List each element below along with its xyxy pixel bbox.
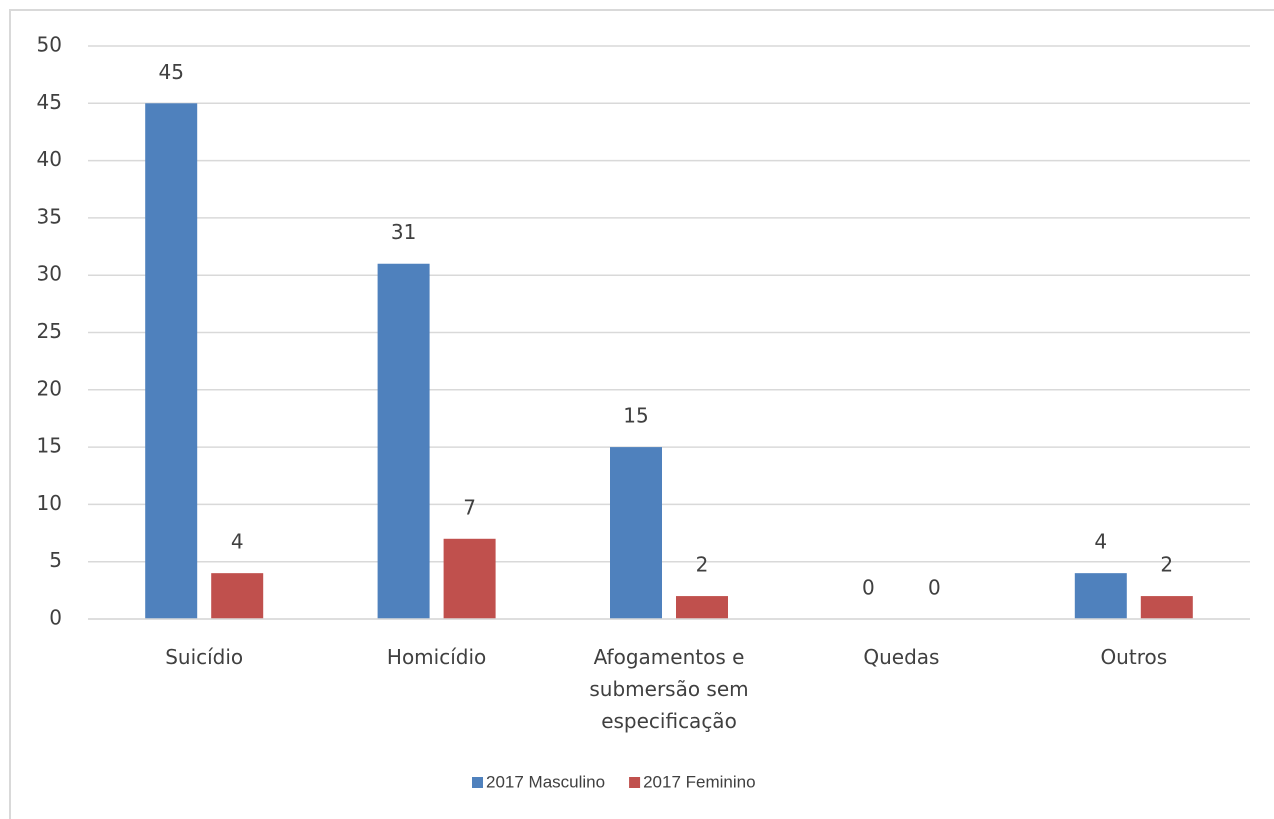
data-label: 2 bbox=[696, 553, 709, 577]
x-tick-label: Quedas bbox=[863, 645, 939, 669]
y-tick-label: 10 bbox=[37, 491, 62, 515]
x-tick-label: Outros bbox=[1100, 645, 1167, 669]
bar bbox=[1074, 573, 1127, 619]
x-tick-label: Suicídio bbox=[165, 645, 243, 669]
bar bbox=[443, 538, 496, 619]
y-tick-label: 50 bbox=[37, 33, 62, 57]
x-tick-label: Afogamentos e submersão sem especificação bbox=[589, 645, 748, 733]
data-label: 0 bbox=[928, 576, 941, 600]
legend-label: 2017 Feminino bbox=[643, 772, 755, 791]
bar bbox=[377, 263, 430, 619]
data-label: 45 bbox=[158, 60, 183, 84]
y-tick-label: 45 bbox=[37, 90, 62, 114]
chart-border bbox=[9, 9, 1274, 819]
y-tick-label: 5 bbox=[49, 548, 62, 572]
legend-label: 2017 Masculino bbox=[486, 772, 605, 791]
data-label: 31 bbox=[391, 220, 416, 244]
y-tick-label: 0 bbox=[49, 606, 62, 630]
bar bbox=[1140, 596, 1193, 619]
y-tick-label: 40 bbox=[37, 147, 62, 171]
legend-swatch bbox=[629, 777, 641, 788]
bar bbox=[211, 573, 264, 619]
y-tick-label: 15 bbox=[37, 434, 62, 458]
y-tick-label: 30 bbox=[37, 262, 62, 286]
bar bbox=[145, 103, 198, 620]
data-label: 2 bbox=[1160, 553, 1173, 577]
y-tick-label: 25 bbox=[37, 319, 62, 343]
data-label: 7 bbox=[463, 495, 476, 519]
bar bbox=[676, 596, 728, 619]
bar bbox=[610, 447, 662, 619]
data-label: 4 bbox=[231, 530, 244, 554]
y-tick-label: 35 bbox=[37, 204, 62, 228]
legend-swatch bbox=[472, 777, 483, 788]
data-label: 0 bbox=[862, 576, 875, 600]
x-tick-label: Homicídio bbox=[387, 645, 486, 669]
y-tick-label: 20 bbox=[37, 376, 62, 400]
data-label: 4 bbox=[1094, 530, 1107, 554]
data-label: 15 bbox=[623, 404, 648, 428]
